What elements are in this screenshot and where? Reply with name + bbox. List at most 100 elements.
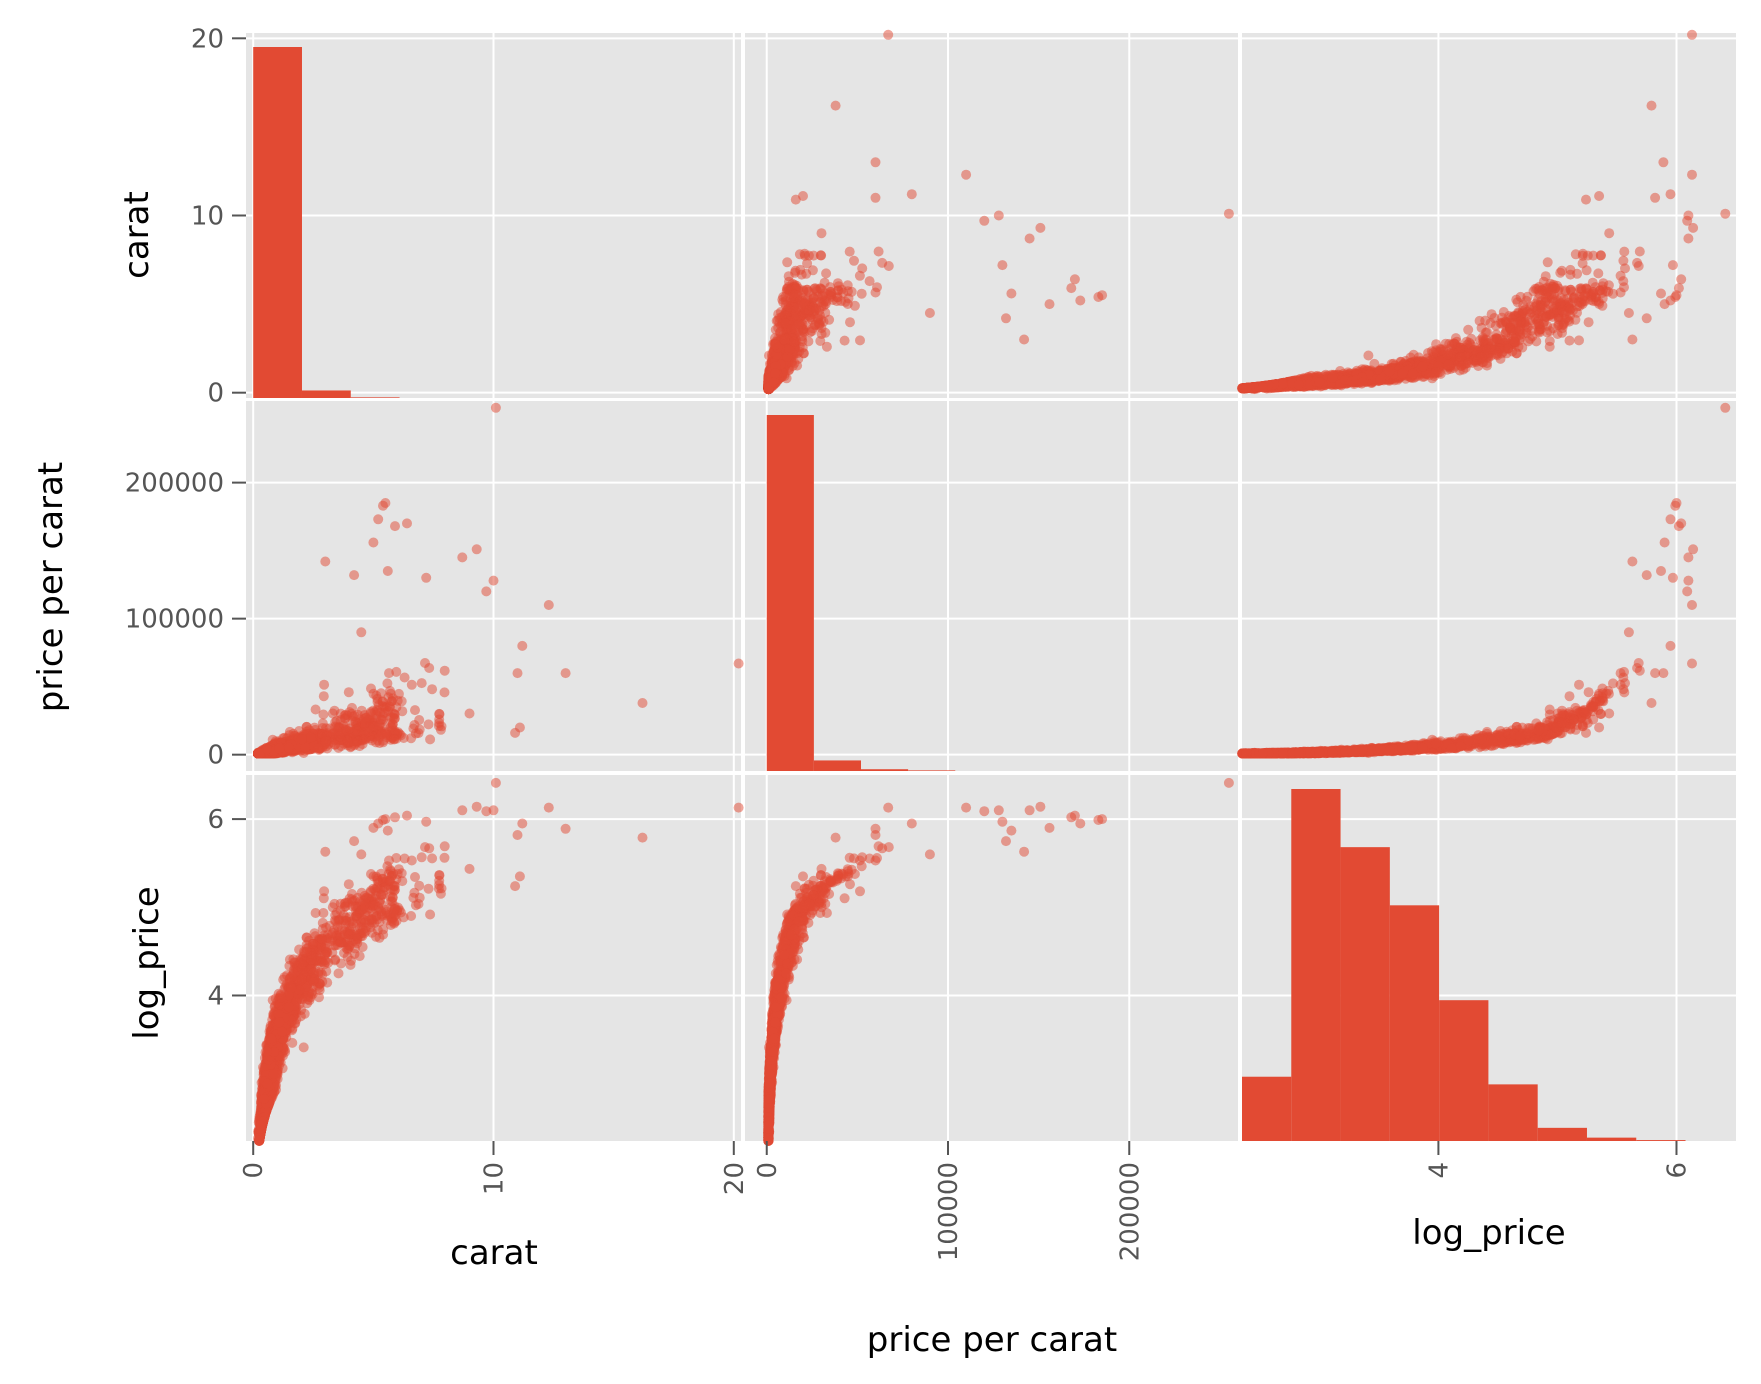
scatter-point bbox=[1688, 222, 1699, 233]
scatter-point bbox=[1093, 292, 1104, 302]
panels-layer bbox=[246, 29, 1736, 1146]
scatter-point bbox=[1518, 300, 1529, 311]
scatter-point bbox=[1549, 283, 1560, 294]
scatter-point bbox=[1560, 286, 1571, 297]
scatter-point bbox=[830, 100, 841, 111]
scatter-point bbox=[961, 169, 972, 180]
scatter-point bbox=[1659, 299, 1670, 310]
scatter-point bbox=[1574, 335, 1584, 346]
scatter-point bbox=[1384, 366, 1395, 377]
scatter-point bbox=[1633, 261, 1644, 271]
scatter-point bbox=[798, 348, 809, 359]
scatter-point bbox=[1069, 274, 1080, 285]
scatter-point bbox=[1658, 157, 1669, 168]
scatter-point bbox=[1577, 258, 1588, 269]
scatter-point bbox=[1676, 274, 1687, 285]
scatter-point bbox=[816, 301, 827, 312]
scatter-point bbox=[1572, 268, 1583, 279]
scatter-point bbox=[769, 377, 779, 388]
panel-price-per-carat-vs-carat bbox=[246, 401, 744, 771]
scatter-point bbox=[782, 257, 793, 268]
panel-carat-vs-log-price bbox=[1237, 29, 1736, 398]
scatter-point bbox=[1407, 368, 1418, 379]
scatter-point bbox=[1476, 351, 1487, 362]
scatter-point bbox=[1488, 334, 1499, 345]
scatter-point bbox=[808, 250, 819, 261]
scatter-point bbox=[1511, 348, 1522, 359]
scatter-point bbox=[1597, 288, 1608, 298]
scatter-point bbox=[1650, 192, 1661, 203]
scatter-point bbox=[790, 194, 801, 205]
scatter-point bbox=[1066, 283, 1077, 294]
scatter-point bbox=[1608, 288, 1618, 299]
scatter-point bbox=[806, 326, 817, 337]
scatter-point bbox=[1357, 377, 1368, 388]
scatter-point bbox=[924, 308, 935, 318]
scatter-point bbox=[1667, 260, 1678, 271]
scatter-point bbox=[1035, 222, 1046, 233]
scatter-point bbox=[1257, 382, 1268, 393]
scatter-point bbox=[1594, 299, 1605, 309]
scatter-point bbox=[1583, 317, 1594, 328]
scatter-point bbox=[815, 310, 825, 321]
scatter-point bbox=[1397, 368, 1408, 379]
scatter-point bbox=[1623, 308, 1634, 318]
scatter-point bbox=[787, 361, 798, 371]
scatter-point bbox=[1019, 334, 1030, 345]
scatter-point bbox=[872, 282, 882, 293]
scatter-point bbox=[1594, 191, 1605, 201]
scatter-point bbox=[770, 368, 781, 379]
scatter-point bbox=[1619, 246, 1630, 257]
scatter-point bbox=[801, 268, 812, 279]
scatter-point bbox=[1223, 208, 1234, 219]
scatter-point bbox=[856, 288, 867, 299]
scatter-point bbox=[979, 215, 990, 226]
scatter-point bbox=[1505, 318, 1516, 329]
scatter-point bbox=[1006, 288, 1017, 299]
scatter-point bbox=[873, 246, 884, 257]
scatter-point bbox=[1498, 307, 1509, 317]
scatter-point bbox=[1241, 382, 1252, 393]
scatter-point bbox=[1593, 268, 1604, 279]
scatter-point bbox=[1314, 377, 1325, 387]
scatter-point bbox=[855, 335, 865, 346]
scatter-point bbox=[1564, 335, 1575, 346]
scatter-point bbox=[826, 288, 837, 299]
scatter-point bbox=[844, 246, 855, 257]
scatter-point bbox=[1075, 295, 1086, 306]
scatter-points bbox=[763, 29, 1234, 395]
scatter-point bbox=[870, 192, 881, 203]
scatter-point bbox=[1509, 336, 1520, 347]
scatter-point bbox=[1618, 255, 1629, 266]
scatter-point bbox=[1024, 233, 1035, 244]
scatter-point bbox=[1417, 361, 1428, 372]
scatter-point bbox=[883, 29, 894, 40]
scatter-point bbox=[1552, 329, 1563, 339]
scatter-point bbox=[1627, 334, 1638, 345]
scatter-point bbox=[1579, 290, 1590, 301]
scatter-point bbox=[1588, 250, 1599, 261]
scatter-point bbox=[1544, 341, 1555, 352]
scatter-point bbox=[1604, 228, 1615, 239]
scatter-point bbox=[1541, 289, 1552, 300]
scatter-point bbox=[1446, 339, 1457, 350]
scatter-point bbox=[1523, 336, 1534, 347]
scatter-point bbox=[789, 336, 799, 347]
scatter-point bbox=[845, 317, 855, 328]
scatter-point bbox=[1480, 327, 1491, 338]
scatter-point bbox=[1463, 324, 1474, 335]
histogram-bar bbox=[301, 390, 351, 398]
scatter-point bbox=[1455, 342, 1466, 353]
scatter-point bbox=[1656, 288, 1666, 299]
scatter-point bbox=[842, 299, 853, 309]
scatter-point bbox=[997, 260, 1008, 271]
scatter-point bbox=[1293, 379, 1304, 390]
scatter-point bbox=[802, 258, 813, 269]
scatter-point bbox=[821, 268, 832, 279]
histogram-bar bbox=[253, 47, 302, 398]
scatter-point bbox=[849, 255, 859, 266]
panel-carat-vs-carat bbox=[246, 33, 741, 398]
scatter-point bbox=[425, 734, 436, 745]
scatter-point bbox=[1443, 359, 1454, 370]
scatter-point bbox=[838, 288, 849, 298]
